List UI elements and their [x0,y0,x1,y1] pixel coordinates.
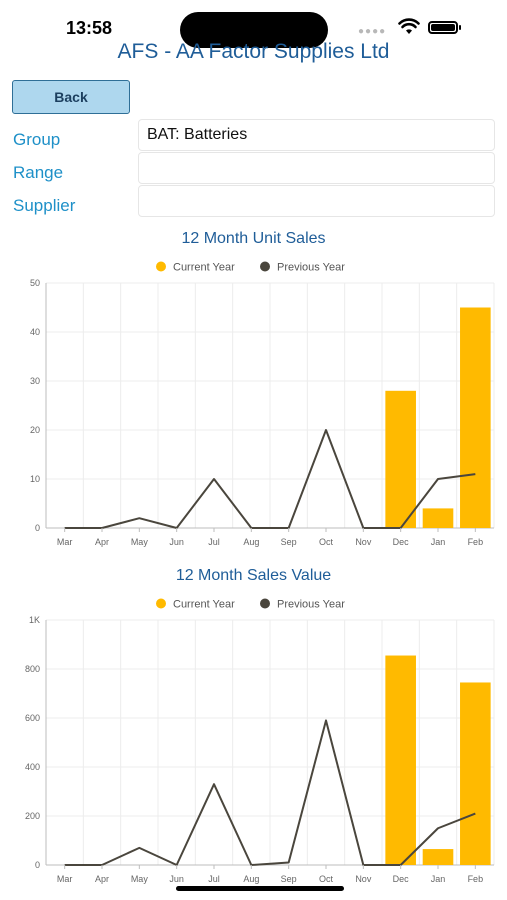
y-tick-label: 50 [30,278,40,288]
range-field[interactable] [138,152,495,184]
x-tick-label-nov: Nov [355,874,372,884]
x-tick-label-jun: Jun [169,874,184,884]
legend-swatch-current-year [156,261,166,272]
bar-current-year-dec [385,390,416,528]
app-title: AFS - AA Factor Supplies Ltd [117,40,390,63]
x-tick-label-mar: Mar [57,874,73,884]
bar-current-year-dec [385,655,416,865]
y-tick-label: 30 [30,376,40,386]
range-label: Range [13,163,64,182]
x-tick-label-nov: Nov [355,537,372,547]
supplier-field[interactable] [138,185,495,217]
legend-swatch-previous-year [260,261,270,272]
chart-grid: 0 10 20 30 40 50 [30,278,495,533]
x-tick-label-feb: Feb [468,537,484,547]
group-field[interactable]: BAT: Batteries [138,119,495,151]
status-icons: ●●●● [358,18,468,38]
status-time: 13:58 [66,18,113,38]
wifi-icon [398,18,420,34]
x-tick-label-dec: Dec [393,537,410,547]
y-tick-label: 800 [25,664,40,674]
x-tick-label-sep: Sep [281,874,297,884]
battery-icon [428,21,458,34]
sales-value-chart-title: 12 Month Sales Value [175,567,332,584]
chart-legend: Current Year Previous Year [156,261,345,274]
x-tick-label-feb: Feb [468,874,484,884]
sales-value-chart: Current Year Previous Year 0 200 400 600 800 1K… [25,598,495,884]
x-tick-label-oct: Oct [319,537,334,547]
x-tick-label-may: May [131,874,149,884]
y-tick-label: 400 [25,762,40,772]
line-previous-year [64,719,476,866]
x-tick-label-jul: Jul [208,874,220,884]
y-tick-label: 200 [25,811,40,821]
chart-grid: 0 200 400 600 800 1K [25,615,495,870]
x-tick-label-jul: Jul [208,537,220,547]
x-tick-label-jan: Jan [431,874,446,884]
supplier-label: Supplier [13,196,76,215]
x-tick-label-aug: Aug [243,874,259,884]
legend-label-previous-year: Previous Year [277,599,345,611]
x-tick-label-may: May [131,537,149,547]
back-button[interactable]: Back [12,80,130,114]
legend-swatch-previous-year [260,598,270,609]
x-tick-label-mar: Mar [57,537,73,547]
x-tick-label-apr: Apr [95,874,109,884]
bar-current-year-jan [422,508,454,528]
cellular-signal-icon: ●●●● [358,26,387,37]
group-label: Group [13,130,61,149]
battery-tip [459,25,461,30]
status-bar: 13:58 ●●●● [0,0,507,50]
y-tick-label: 1K [29,615,40,625]
legend-label-current-year: Current Year [173,262,235,274]
unit-sales-chart-title: 12 Month Unit Sales [181,230,326,247]
y-tick-label: 0 [35,523,40,533]
line-previous-year [64,429,476,529]
x-tick-label-dec: Dec [393,874,410,884]
x-tick-label-jun: Jun [169,537,184,547]
y-tick-label: 10 [30,474,40,484]
unit-sales-chart: Current Year Previous Year 0 10 20 30 40 50 Mar A… [30,261,495,547]
y-tick-label: 20 [30,425,40,435]
y-tick-label: 40 [30,327,40,337]
legend-label-previous-year: Previous Year [277,262,345,274]
x-tick-label-apr: Apr [95,537,109,547]
home-indicator [176,886,344,891]
y-tick-label: 0 [35,860,40,870]
bar-current-year-jan [422,849,454,865]
x-tick-label-oct: Oct [319,874,334,884]
x-tick-label-sep: Sep [281,537,297,547]
chart-legend: Current Year Previous Year [156,598,345,611]
bar-current-year-feb [460,682,491,865]
x-tick-label-aug: Aug [243,537,259,547]
dynamic-island [180,12,328,48]
legend-swatch-current-year [156,598,166,609]
x-tick-label-jan: Jan [431,537,446,547]
legend-label-current-year: Current Year [173,599,235,611]
bar-current-year-feb [460,307,491,528]
y-tick-label: 600 [25,713,40,723]
